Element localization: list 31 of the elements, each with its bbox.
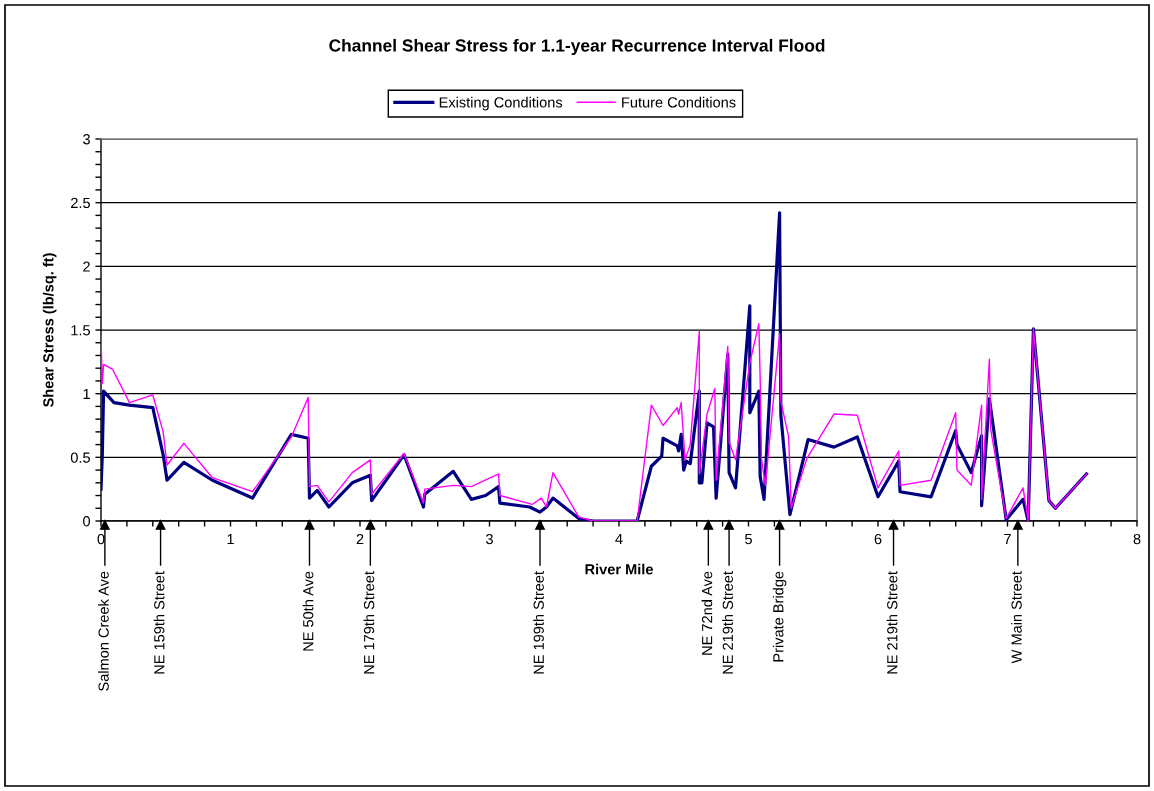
ref-line-label: NE 219th Street (722, 571, 733, 674)
y-tick-label: 0 (83, 516, 91, 527)
x-tick-label: 7 (1004, 534, 1011, 545)
legend-label: Future Conditions (622, 96, 736, 108)
x-tick-label: 8 (1133, 533, 1141, 545)
ref-line-label: Private Bridge (772, 571, 787, 662)
x-tick-label: 5 (745, 534, 752, 545)
ref-line-label: NE 199th Street (533, 571, 544, 674)
ref-line-label: W Main Street (1011, 571, 1022, 664)
legend-label: Existing Conditions (439, 96, 563, 111)
y-tick-label: 0.5 (70, 452, 90, 463)
x-tick-label: 2 (356, 533, 364, 545)
ref-line-label: NE 50th Ave (302, 571, 314, 651)
y-tick-label: 2 (83, 261, 90, 272)
x-tick-label: 4 (615, 534, 623, 545)
ref-line-label: NE 72nd Ave (701, 571, 713, 655)
ref-line-label: NE 219th Street (886, 571, 898, 674)
chart-title: Channel Shear Stress for 1.1-year Recurrence Interval Flood (329, 38, 825, 56)
ref-line-label: Salmon Creek Ave (98, 571, 109, 691)
y-axis-title: Shear Stress (lb/sq. ft) (42, 253, 57, 407)
x-axis-title: River Mile (585, 563, 653, 575)
ref-line-label: NE 159th Street (153, 571, 165, 674)
y-tick-label: 1.5 (71, 325, 90, 336)
x-tick-label: 1 (227, 534, 234, 545)
y-tick-label: 1 (83, 388, 90, 399)
line-series (101, 322, 1088, 521)
y-tick-label: 3 (83, 134, 90, 145)
x-tick-label: 6 (874, 533, 882, 545)
ref-line-label: NE 179th Street (363, 571, 375, 674)
x-tick-label: 3 (486, 533, 493, 545)
y-tick-label: 2.5 (71, 197, 90, 209)
